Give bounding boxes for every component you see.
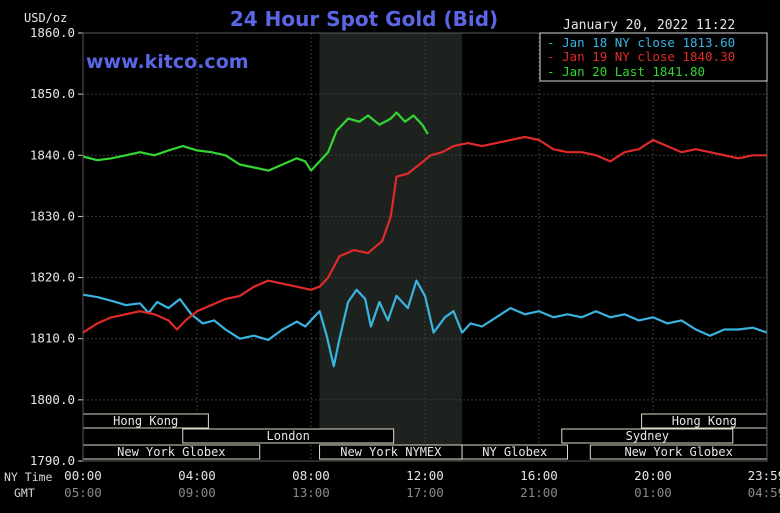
session-label-0: Hong Kong: [113, 414, 178, 428]
session-label-3: Sydney: [626, 429, 669, 443]
gmt-row-label: GMT: [14, 486, 35, 500]
x-tick-ny-2: 08:00: [292, 468, 330, 483]
legend-entry-jan19: - Jan 19 NY close 1840.30: [547, 49, 735, 64]
series-line-2: [82, 111, 429, 172]
y-tick-label-7: 1790.0: [30, 453, 75, 468]
legend-box: [539, 32, 768, 82]
y-tick-label-0: 1860.0: [30, 25, 75, 40]
y-tick-label-1: 1850.0: [30, 86, 75, 101]
unit-label: USD/oz: [24, 11, 67, 25]
session-label-6: NY Globex: [482, 445, 547, 459]
session-label-2: London: [267, 429, 310, 443]
series-layer: [82, 111, 768, 368]
watermark: www.kitco.com: [86, 51, 249, 73]
nymex-session-band: [319, 33, 463, 461]
x-tick-gmt-6: 04:59: [748, 485, 780, 500]
legend-entry-jan20: - Jan 20 Last 1841.80: [547, 64, 705, 79]
x-tick-ny-5: 20:00: [634, 468, 672, 483]
legend-entry-jan18: - Jan 18 NY close 1813.60: [547, 35, 735, 50]
session-label-7: New York Globex: [624, 445, 732, 459]
plot-frame: [82, 32, 768, 462]
x-tick-gmt-3: 17:00: [406, 485, 444, 500]
session-label-5: New York NYMEX: [340, 445, 442, 459]
x-tick-ny-6: 23:59: [748, 468, 780, 483]
session-bar-2: [182, 428, 395, 444]
x-tick-ny-4: 16:00: [520, 468, 558, 483]
legend: - Jan 18 NY close 1813.60 - Jan 19 NY cl…: [539, 32, 768, 82]
x-tick-gmt-2: 13:00: [292, 485, 330, 500]
x-tick-ny-1: 04:00: [178, 468, 216, 483]
x-tick-ny-0: 00:00: [64, 468, 102, 483]
chart-title: 24 Hour Spot Gold (Bid): [230, 7, 498, 31]
x-tick-gmt-1: 09:00: [178, 485, 216, 500]
y-tick-label-2: 1840.0: [30, 147, 75, 162]
session-bar-6: [461, 444, 568, 460]
y-tick-label-6: 1800.0: [30, 392, 75, 407]
y-tick-label-5: 1810.0: [30, 331, 75, 346]
series-line-0: [82, 279, 768, 368]
x-tick-gmt-0: 05:00: [64, 485, 102, 500]
y-tick-label-4: 1820.0: [30, 270, 75, 285]
session-bar-3: [561, 428, 734, 444]
axis-layer: 1860.0 1850.0 1840.0 1830.0 1820.0 1810.0 1800…: [30, 25, 780, 500]
x-tick-gmt-4: 21:00: [520, 485, 558, 500]
y-tick-label-3: 1830.0: [30, 208, 75, 223]
x-tick-ny-3: 12:00: [406, 468, 444, 483]
session-label-1: Hong Kong: [672, 414, 737, 428]
ny-time-row-label: NY Time: [4, 470, 53, 484]
session-bars: Hong Kong Hong Kong London Sydney New York G…: [82, 413, 768, 460]
timestamp: January 20, 2022 11:22: [563, 18, 735, 33]
session-label-4: New York Globex: [117, 445, 225, 459]
series-line-1: [82, 135, 767, 334]
x-tick-gmt-5: 01:00: [634, 485, 672, 500]
